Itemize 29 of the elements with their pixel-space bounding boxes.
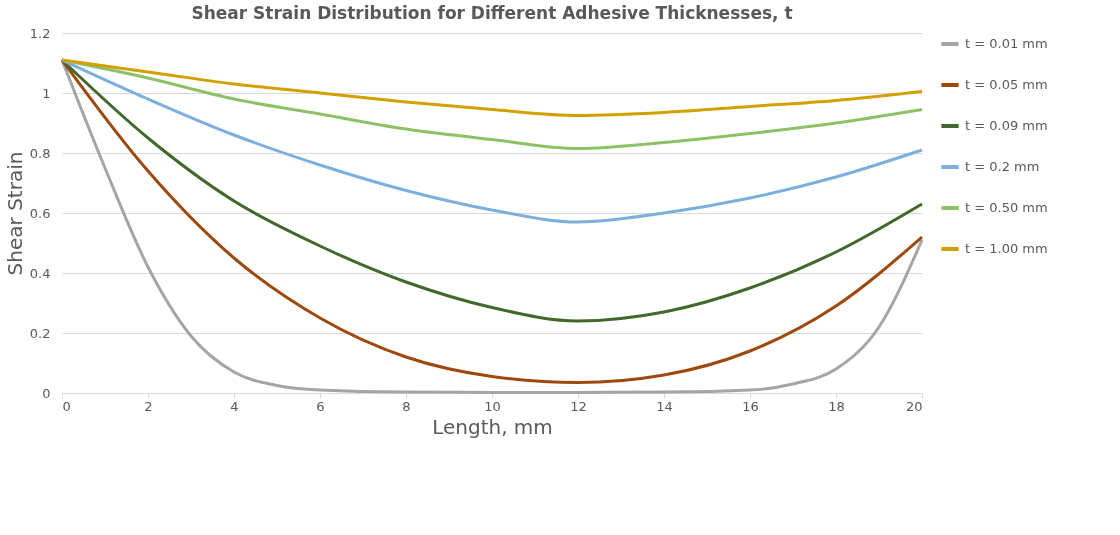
x-tick-label: 14 — [656, 398, 673, 414]
legend-label: t = 0.01 mm — [965, 36, 1048, 51]
x-tick-label: 8 — [402, 398, 411, 414]
x-tick-label: 10 — [484, 398, 501, 414]
x-axis-title: Length, mm — [432, 414, 553, 439]
legend-label: t = 1.00 mm — [965, 241, 1048, 256]
x-tick-label: 16 — [742, 398, 759, 414]
x-tick-label: 12 — [570, 398, 587, 414]
y-tick-label: 0.2 — [29, 325, 51, 341]
legend-label: t = 0.2 mm — [965, 159, 1040, 174]
x-tick-label: 6 — [316, 398, 325, 414]
x-tick-label: 18 — [828, 398, 845, 414]
y-tick-label: 0 — [42, 385, 51, 401]
x-tick-label: 0 — [62, 398, 71, 414]
line-series — [60, 58, 924, 117]
x-tick-label: 4 — [230, 398, 239, 414]
chart-title: Shear Strain Distribution for Different Adhesive Thicknesses, t — [191, 3, 793, 23]
legend-label: t = 0.05 mm — [965, 77, 1048, 92]
y-tick-label: 1 — [42, 85, 51, 101]
legend-label: t = 0.50 mm — [965, 200, 1048, 215]
y-tick-label: 0.8 — [29, 145, 51, 161]
x-tick-label: 2 — [144, 398, 153, 414]
legend-label: t = 0.09 mm — [965, 118, 1048, 133]
y-tick-label: 1.2 — [29, 25, 51, 41]
y-tick-label: 0.6 — [29, 205, 51, 221]
y-tick-label: 0.4 — [29, 265, 51, 281]
line-series — [60, 58, 924, 323]
y-axis-title: Shear Strain — [2, 151, 27, 276]
x-tick-label: 20 — [905, 398, 923, 414]
